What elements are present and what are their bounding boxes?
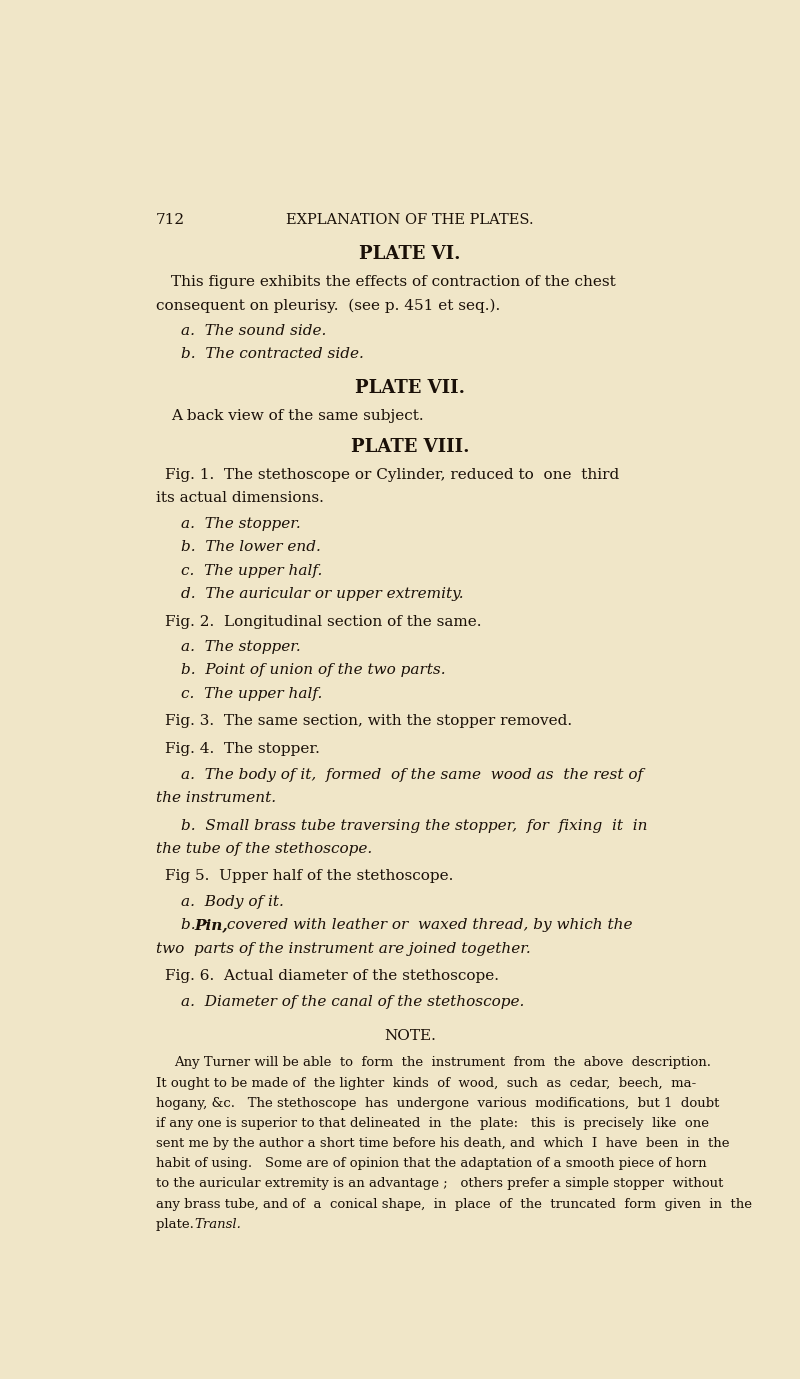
Text: sent me by the author a short time before his death, and  which  I  have  been  : sent me by the author a short time befor… bbox=[156, 1138, 730, 1150]
Text: two  parts of the instrument are joined together.: two parts of the instrument are joined t… bbox=[156, 942, 530, 956]
Text: b.: b. bbox=[181, 918, 205, 932]
Text: Fig. 1.  The stethoscope or Cylinder, reduced to  one  third: Fig. 1. The stethoscope or Cylinder, red… bbox=[165, 467, 619, 483]
Text: PLATE VI.: PLATE VI. bbox=[359, 245, 461, 263]
Text: Transl.: Transl. bbox=[194, 1218, 241, 1230]
Text: b.  The lower end.: b. The lower end. bbox=[181, 541, 321, 554]
Text: NOTE.: NOTE. bbox=[384, 1029, 436, 1043]
Text: hogany, &c.   The stethoscope  has  undergone  various  modifications,  but 1  d: hogany, &c. The stethoscope has undergon… bbox=[156, 1096, 719, 1110]
Text: a.  Diameter of the canal of the stethoscope.: a. Diameter of the canal of the stethosc… bbox=[181, 994, 524, 1009]
Text: a.  The body of it,  formed  of the same  wood as  the rest of: a. The body of it, formed of the same wo… bbox=[181, 768, 642, 782]
Text: c.  The upper half.: c. The upper half. bbox=[181, 564, 322, 578]
Text: d.  The auricular or upper extremity.: d. The auricular or upper extremity. bbox=[181, 587, 463, 601]
Text: b.  The contracted side.: b. The contracted side. bbox=[181, 348, 363, 361]
Text: PLATE VIII.: PLATE VIII. bbox=[350, 439, 470, 456]
Text: Fig. 3.  The same section, with the stopper removed.: Fig. 3. The same section, with the stopp… bbox=[165, 714, 572, 728]
Text: PLATE VII.: PLATE VII. bbox=[355, 379, 465, 397]
Text: This figure exhibits the effects of contraction of the chest: This figure exhibits the effects of cont… bbox=[171, 274, 616, 288]
Text: habit of using.   Some are of opinion that the adaptation of a smooth piece of h: habit of using. Some are of opinion that… bbox=[156, 1157, 706, 1171]
Text: It ought to be made of  the lighter  kinds  of  wood,  such  as  cedar,  beech, : It ought to be made of the lighter kinds… bbox=[156, 1077, 696, 1089]
Text: covered with leather or  waxed thread, by which the: covered with leather or waxed thread, by… bbox=[222, 918, 633, 932]
Text: the instrument.: the instrument. bbox=[156, 792, 276, 805]
Text: the tube of the stethoscope.: the tube of the stethoscope. bbox=[156, 841, 372, 856]
Text: plate.: plate. bbox=[156, 1218, 206, 1230]
Text: Fig. 4.  The stopper.: Fig. 4. The stopper. bbox=[165, 742, 320, 756]
Text: 712: 712 bbox=[156, 214, 185, 228]
Text: consequent on pleurisy.  (see p. 451 et seq.).: consequent on pleurisy. (see p. 451 et s… bbox=[156, 298, 500, 313]
Text: Pin,: Pin, bbox=[194, 918, 228, 932]
Text: a.  The sound side.: a. The sound side. bbox=[181, 324, 326, 338]
Text: c.  The upper half.: c. The upper half. bbox=[181, 687, 322, 701]
Text: Any Turner will be able  to  form  the  instrument  from  the  above  descriptio: Any Turner will be able to form the inst… bbox=[174, 1056, 711, 1069]
Text: its actual dimensions.: its actual dimensions. bbox=[156, 491, 324, 506]
Text: A back view of the same subject.: A back view of the same subject. bbox=[171, 408, 424, 422]
Text: EXPLANATION OF THE PLATES.: EXPLANATION OF THE PLATES. bbox=[286, 214, 534, 228]
Text: a.  Body of it.: a. Body of it. bbox=[181, 895, 283, 909]
Text: Fig. 2.  Longitudinal section of the same.: Fig. 2. Longitudinal section of the same… bbox=[165, 615, 482, 629]
Text: any brass tube, and of  a  conical shape,  in  place  of  the  truncated  form  : any brass tube, and of a conical shape, … bbox=[156, 1197, 752, 1211]
Text: a.  The stopper.: a. The stopper. bbox=[181, 517, 300, 531]
Text: b.  Small brass tube traversing the stopper,  for  fixing  it  in: b. Small brass tube traversing the stopp… bbox=[181, 819, 647, 833]
Text: Fig. 6.  Actual diameter of the stethoscope.: Fig. 6. Actual diameter of the stethosco… bbox=[165, 969, 499, 983]
Text: if any one is superior to that delineated  in  the  plate:   this  is  precisely: if any one is superior to that delineate… bbox=[156, 1117, 709, 1129]
Text: b.  Point of union of the two parts.: b. Point of union of the two parts. bbox=[181, 663, 446, 677]
Text: a.  The stopper.: a. The stopper. bbox=[181, 640, 300, 654]
Text: Fig 5.  Upper half of the stethoscope.: Fig 5. Upper half of the stethoscope. bbox=[165, 870, 454, 884]
Text: to the auricular extremity is an advantage ;   others prefer a simple stopper  w: to the auricular extremity is an advanta… bbox=[156, 1178, 723, 1190]
